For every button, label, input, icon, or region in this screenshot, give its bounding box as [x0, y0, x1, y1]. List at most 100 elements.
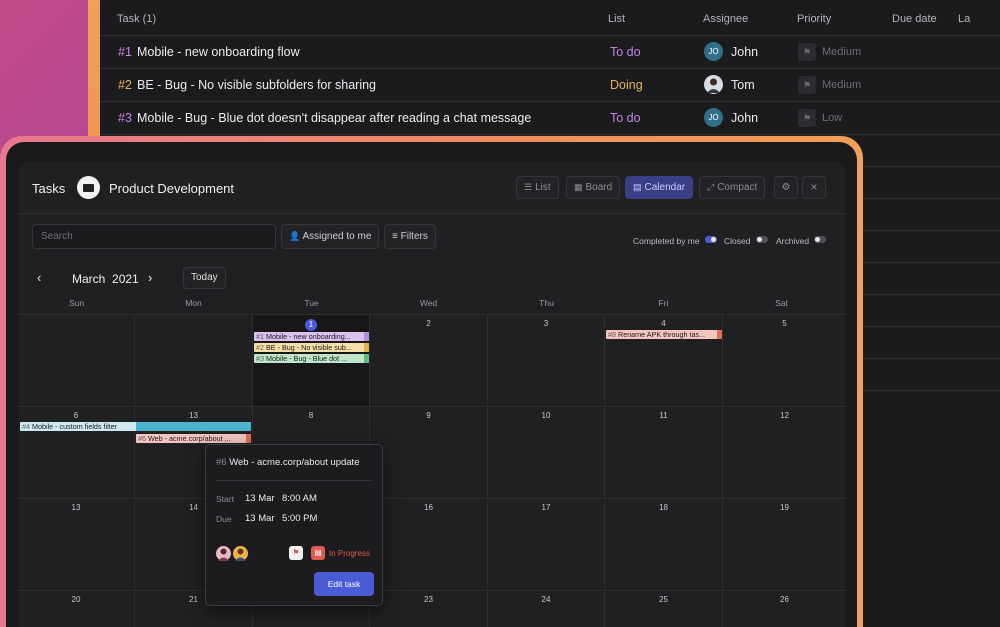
- calendar-event[interactable]: #6 Web - acme.corp/about ...: [136, 434, 251, 443]
- archived-label: Archived: [776, 236, 810, 246]
- day-cell[interactable]: 18: [605, 498, 723, 590]
- day-cell[interactable]: 9: [370, 406, 488, 498]
- event-color-tab: [364, 354, 369, 363]
- day-cell[interactable]: 12: [723, 406, 846, 498]
- assigned-to-me-label: Assigned to me: [302, 231, 372, 242]
- avatar: JO: [704, 108, 723, 127]
- event-title: Web - acme.corp/about ...: [148, 434, 231, 443]
- task-status[interactable]: To do: [610, 111, 641, 125]
- event-color-tab: [364, 332, 369, 341]
- day-number: 13: [189, 411, 198, 420]
- col-due-date[interactable]: Due date: [892, 13, 937, 25]
- close-button[interactable]: ×: [802, 176, 826, 199]
- col-last[interactable]: La: [958, 13, 971, 25]
- next-month-icon[interactable]: ›: [148, 270, 153, 285]
- flag-icon[interactable]: ⚑: [289, 546, 303, 560]
- task-number: #2: [118, 78, 132, 92]
- flag-icon[interactable]: ⚑: [798, 109, 816, 127]
- assigned-to-me-button[interactable]: 👤 Assigned to me: [281, 224, 380, 249]
- calendar-window: Tasks Product Development ☰ List ▦ Board ▤…: [6, 142, 857, 627]
- weekday-label: Sat: [775, 298, 788, 308]
- assignee-name[interactable]: Tom: [731, 78, 755, 92]
- weekday-label: Mon: [185, 298, 202, 308]
- task-title[interactable]: Mobile - Bug - Blue dot doesn't disappea…: [137, 111, 532, 125]
- day-cell[interactable]: 21: [135, 590, 253, 627]
- day-number: 5: [782, 319, 787, 328]
- col-list[interactable]: List: [608, 13, 626, 25]
- gear-icon: ⚙: [781, 182, 791, 193]
- calendar-event[interactable]: #1 Mobile - new onboarding...: [254, 332, 369, 341]
- flag-icon[interactable]: ⚑: [798, 43, 816, 61]
- table-row[interactable]: #3 Mobile - Bug - Blue dot doesn't disap…: [100, 102, 1000, 135]
- event-number: #6: [138, 434, 146, 443]
- event-color-tab: [136, 422, 251, 431]
- calendar-event[interactable]: #4 Mobile - custom fields filter: [20, 422, 251, 431]
- archived-toggle[interactable]: [814, 236, 826, 243]
- day-number: 20: [71, 595, 81, 604]
- close-icon: ×: [810, 180, 818, 194]
- event-color-tab: [364, 343, 369, 352]
- task-title[interactable]: Mobile - new onboarding flow: [137, 45, 300, 59]
- prev-month-icon[interactable]: ‹: [37, 270, 42, 285]
- filters-button[interactable]: ≡ Filters: [384, 224, 436, 249]
- avatar: [704, 75, 723, 94]
- assignee-name[interactable]: John: [731, 111, 759, 125]
- view-calendar-button[interactable]: ▤ Calendar: [625, 176, 694, 199]
- task-status[interactable]: Doing: [610, 78, 643, 92]
- view-calendar-label: Calendar: [644, 182, 686, 193]
- calendar-event[interactable]: #8 Rename APK through tas...: [606, 330, 722, 339]
- table-row[interactable]: #2 BE - Bug - No visible subfolders for …: [100, 69, 1000, 102]
- edit-task-button[interactable]: Edit task: [314, 572, 374, 596]
- view-compact-button[interactable]: ⤢ Compact: [699, 176, 766, 199]
- calendar-event[interactable]: #3 Mobile - Bug - Blue dot ...: [254, 354, 369, 363]
- assignee-name[interactable]: John: [731, 45, 759, 59]
- table-row[interactable]: #1 Mobile - new onboarding flow To do JO…: [100, 36, 1000, 69]
- event-number: #2: [256, 343, 264, 352]
- task-title[interactable]: BE - Bug - No visible subfolders for sha…: [137, 78, 376, 92]
- day-number: 11: [659, 411, 668, 420]
- view-board-button[interactable]: ▦ Board: [566, 176, 621, 199]
- day-cell[interactable]: 26: [723, 590, 846, 627]
- day-number: 14: [189, 503, 198, 512]
- completed-by-me-toggle[interactable]: [705, 236, 717, 243]
- task-status[interactable]: To do: [610, 45, 641, 59]
- calendar-panel: Tasks Product Development ☰ List ▦ Board ▤…: [18, 162, 846, 627]
- settings-button[interactable]: ⚙: [774, 176, 798, 199]
- col-task[interactable]: Task (1): [117, 13, 157, 25]
- day-cell[interactable]: [135, 314, 253, 406]
- weekday-header: Sun Mon Tue Wed Thu Fri Sat: [18, 294, 846, 314]
- project-title[interactable]: Product Development: [109, 181, 235, 196]
- day-cell[interactable]: 25: [605, 590, 723, 627]
- day-number-today: 1: [253, 319, 369, 331]
- col-assignee[interactable]: Assignee: [703, 13, 749, 25]
- user-photo-icon: [235, 548, 246, 561]
- search-input[interactable]: Search: [32, 224, 276, 249]
- day-cell[interactable]: 3: [488, 314, 605, 406]
- flag-icon[interactable]: ⚑: [798, 76, 816, 94]
- day-cell[interactable]: 6: [18, 406, 135, 498]
- day-cell[interactable]: 5: [723, 314, 846, 406]
- day-cell[interactable]: 23: [370, 590, 488, 627]
- event-number: #8: [608, 330, 616, 339]
- day-cell[interactable]: 13: [18, 498, 135, 590]
- day-cell[interactable]: 4: [605, 314, 723, 406]
- due-date: 13 Mar: [245, 513, 275, 524]
- day-cell[interactable]: [18, 314, 135, 406]
- day-cell[interactable]: 24: [488, 590, 605, 627]
- closed-toggle[interactable]: [756, 236, 768, 243]
- day-cell[interactable]: 2: [370, 314, 488, 406]
- col-priority[interactable]: Priority: [797, 13, 832, 25]
- event-title: Mobile - Bug - Blue dot ...: [266, 354, 348, 363]
- day-cell[interactable]: 20: [18, 590, 135, 627]
- popup-task-title: Web - acme.corp/about update: [229, 457, 360, 468]
- day-cell[interactable]: 17: [488, 498, 605, 590]
- day-cell[interactable]: 10: [488, 406, 605, 498]
- status-label[interactable]: In Progress: [329, 549, 370, 558]
- day-cell[interactable]: 19: [723, 498, 846, 590]
- status-icon[interactable]: ▤: [311, 546, 325, 560]
- day-cell[interactable]: 11: [605, 406, 723, 498]
- calendar-event[interactable]: #2 BE - Bug - No visible sub...: [254, 343, 369, 352]
- today-button[interactable]: Today: [183, 267, 226, 289]
- view-list-button[interactable]: ☰ List: [516, 176, 559, 199]
- day-cell[interactable]: 16: [370, 498, 488, 590]
